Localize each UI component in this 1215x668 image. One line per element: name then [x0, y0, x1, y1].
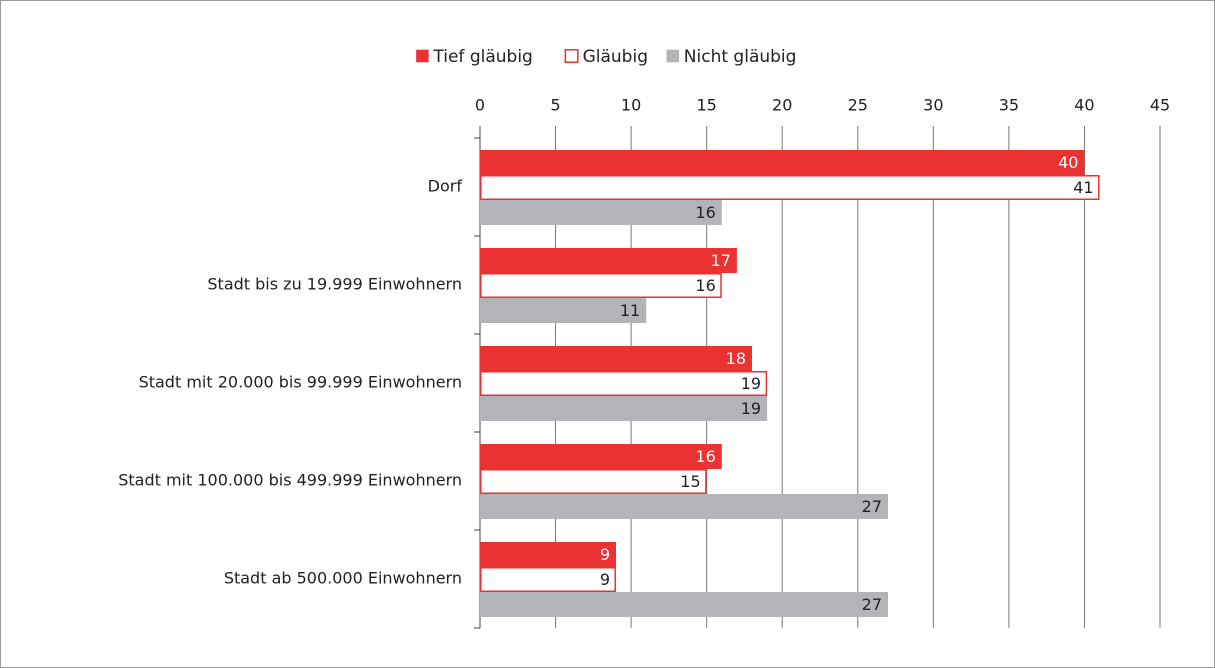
legend-label: Gläubig: [583, 47, 648, 67]
data-label: 16: [695, 276, 715, 295]
bar: [480, 592, 888, 617]
x-tick-label: 35: [999, 96, 1019, 115]
data-label: 18: [726, 349, 746, 368]
data-label: 19: [741, 374, 761, 393]
x-tick-label: 20: [772, 96, 792, 115]
legend-label: Nicht gläubig: [684, 47, 797, 67]
data-label: 11: [620, 301, 640, 320]
legend-swatch: [666, 49, 680, 63]
bar: [480, 150, 1085, 175]
y-tick-label: Stadt bis zu 19.999 Einwohnern: [207, 275, 462, 294]
x-tick-label: 15: [696, 96, 716, 115]
x-tick-label: 25: [848, 96, 868, 115]
data-label: 17: [711, 251, 731, 270]
bar: [480, 298, 647, 323]
x-tick-label: 40: [1074, 96, 1094, 115]
bar: [480, 200, 722, 225]
bar: [480, 542, 616, 567]
x-tick-label: 5: [550, 96, 560, 115]
y-tick-label: Dorf: [428, 177, 463, 196]
bar: [480, 175, 1100, 200]
bar: [480, 494, 888, 519]
bar: [480, 346, 752, 371]
legend-swatch: [416, 49, 429, 63]
x-tick-label: 10: [621, 96, 641, 115]
y-tick-label: Stadt mit 100.000 bis 499.999 Einwohnern: [118, 471, 462, 490]
bar: [480, 469, 707, 494]
data-label: 9: [600, 545, 610, 564]
bar: [480, 248, 737, 273]
data-label: 16: [695, 203, 715, 222]
bar: [480, 371, 768, 396]
legend-label: Tief gläubig: [432, 47, 532, 67]
x-tick-label: 30: [923, 96, 943, 115]
bar: [480, 396, 768, 421]
data-label: 27: [862, 497, 882, 516]
x-tick-label: 45: [1150, 96, 1170, 115]
bar: [480, 273, 722, 298]
y-tick-label: Stadt ab 500.000 Einwohnern: [224, 569, 462, 588]
data-label: 16: [695, 447, 715, 466]
data-label: 9: [600, 570, 610, 589]
data-label: 40: [1058, 153, 1078, 172]
legend-swatch: [564, 49, 579, 63]
x-tick-label: 0: [475, 96, 485, 115]
data-label: 41: [1073, 178, 1093, 197]
data-label: 15: [680, 472, 700, 491]
data-label: 19: [741, 399, 761, 418]
bar: [480, 567, 616, 592]
data-label: 27: [862, 595, 882, 614]
y-tick-label: Stadt mit 20.000 bis 99.999 Einwohnern: [139, 373, 462, 392]
bar: [480, 444, 722, 469]
